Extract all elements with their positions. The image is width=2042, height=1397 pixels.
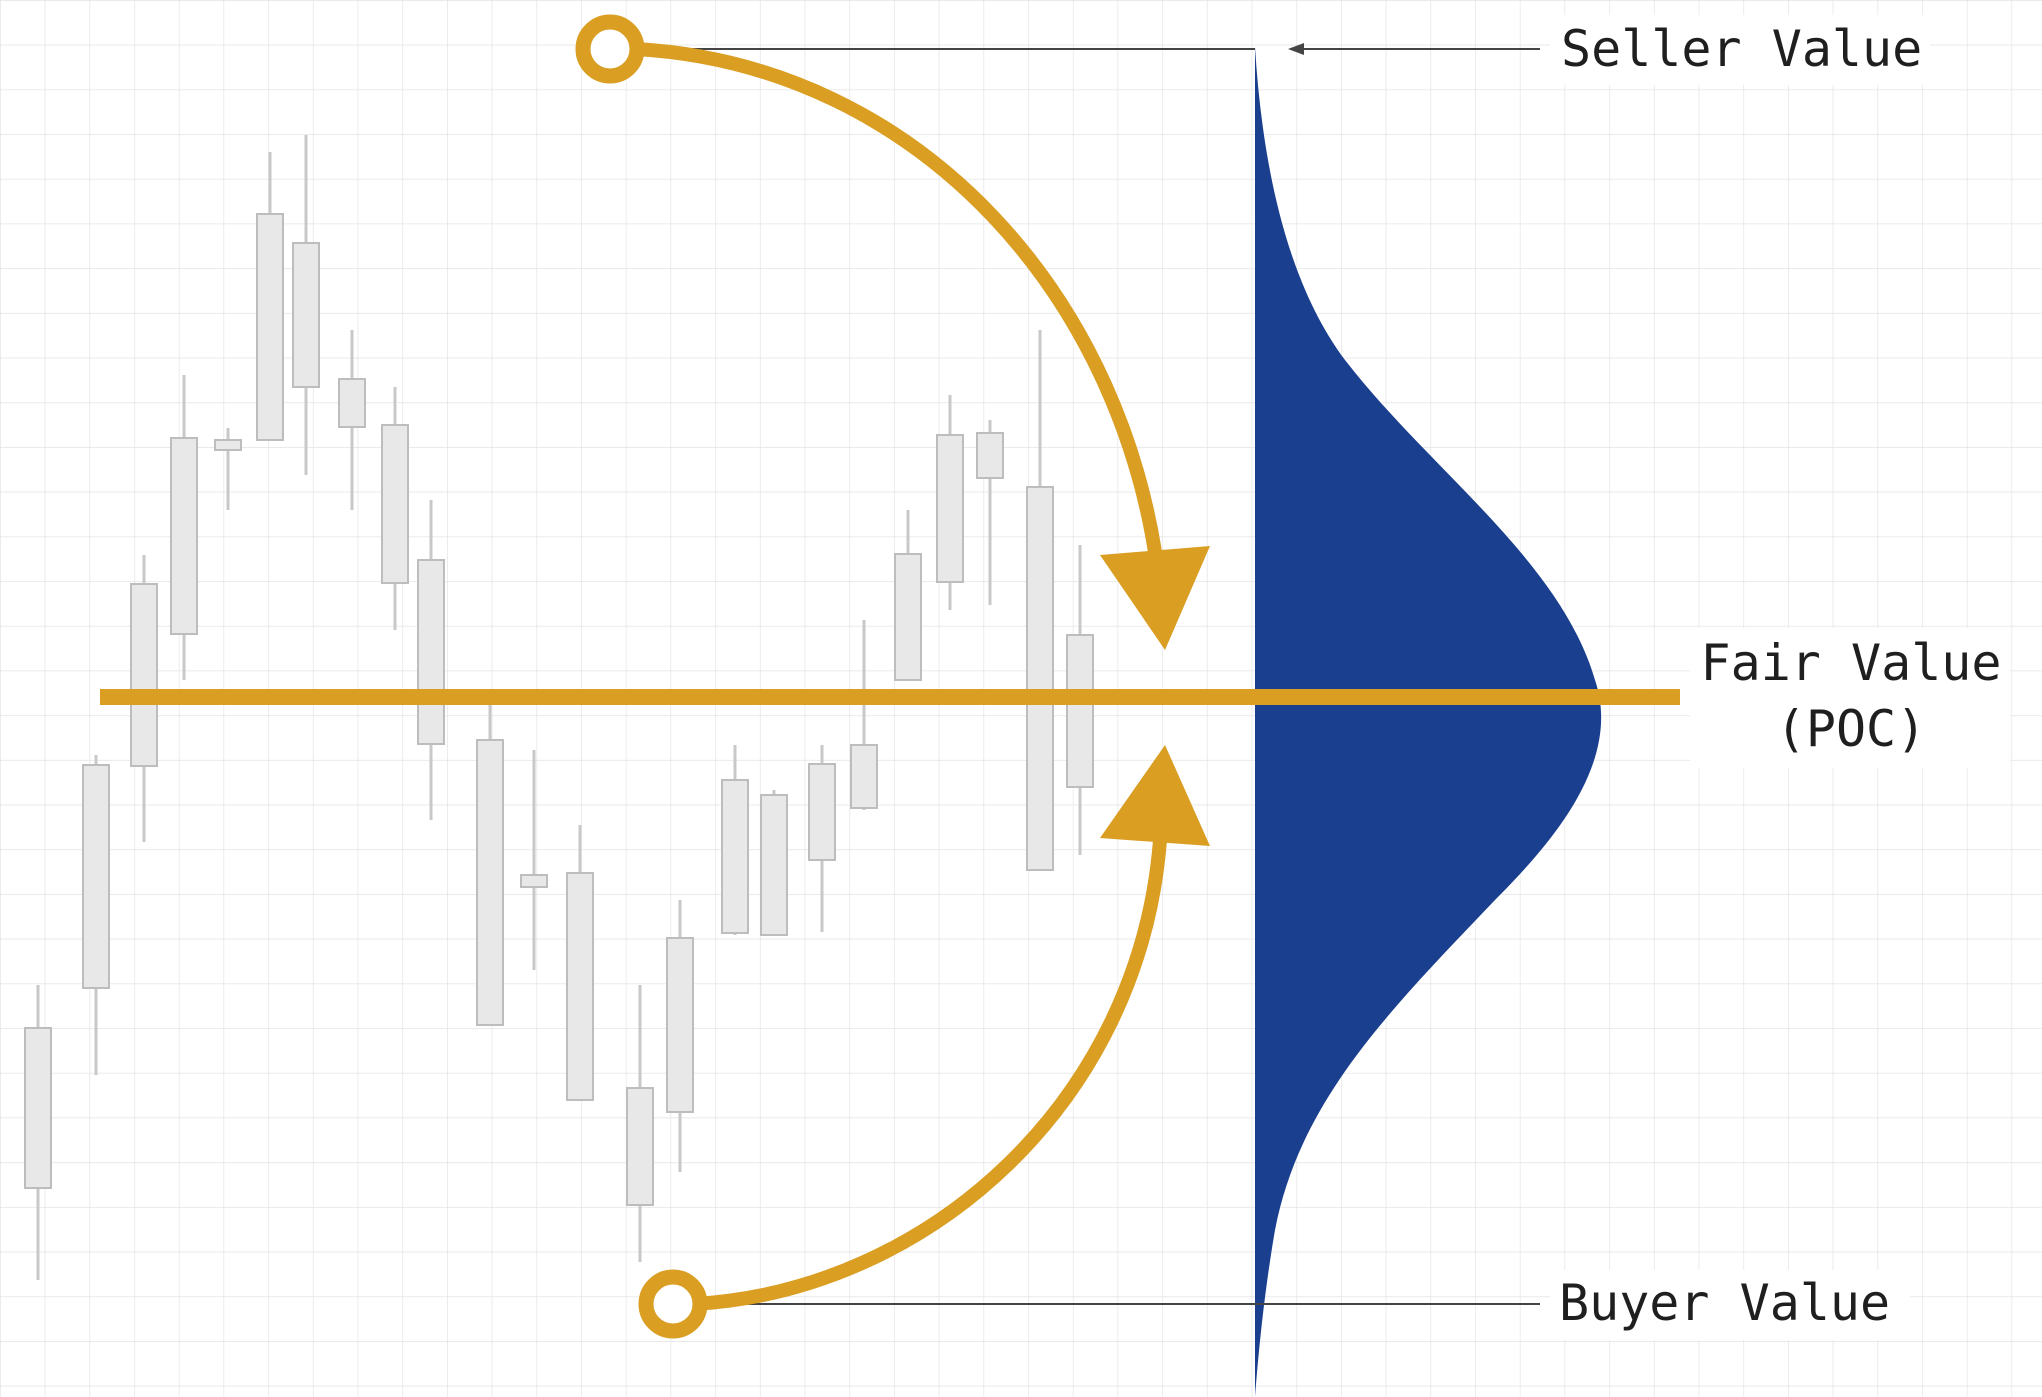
candle-body [520,874,548,888]
candlesticks [24,135,1094,1280]
seller-pointer-arrowhead [1288,43,1304,55]
candle-body [566,872,594,1101]
candle-body [666,937,694,1113]
seller-label-bg [1550,15,1930,85]
candle-body [24,1027,52,1189]
candle-body [976,432,1004,479]
fair-value-label-bg [1690,628,2010,768]
candle-body [894,553,922,681]
candle-body [338,378,366,428]
buyer-start-circle [638,1269,708,1339]
seller-value-label: Seller Value [1561,20,1922,78]
candle-body [256,213,284,441]
poc-label: (POC) [1776,700,1927,758]
candle-body [476,739,504,1026]
candle-body [1066,634,1094,788]
candle-body [417,559,445,745]
candle-body [936,434,964,583]
candle-body [214,439,242,451]
seller-arrowhead [1100,546,1210,650]
candle-body [292,242,320,388]
candle-body [721,779,749,934]
candle-body [82,764,110,989]
candle-body [626,1087,654,1206]
candle-body [808,763,836,861]
buyer-arrowhead [1100,745,1210,846]
buyer-label-bg [1550,1270,1910,1340]
candle-body [760,794,788,936]
candle-body [1026,486,1054,871]
volume-profile-curve [1255,47,1602,1397]
candle-body [850,744,878,809]
seller-arrow-curve [629,42,1167,597]
candle-body [381,424,409,584]
buyer-arrow-curve [688,833,1167,1311]
seller-start-circle [575,14,645,84]
fair-value-label: Fair Value [1700,634,2001,692]
candle-body [130,583,158,767]
buyer-value-label: Buyer Value [1559,1274,1890,1332]
candle-body [170,437,198,635]
